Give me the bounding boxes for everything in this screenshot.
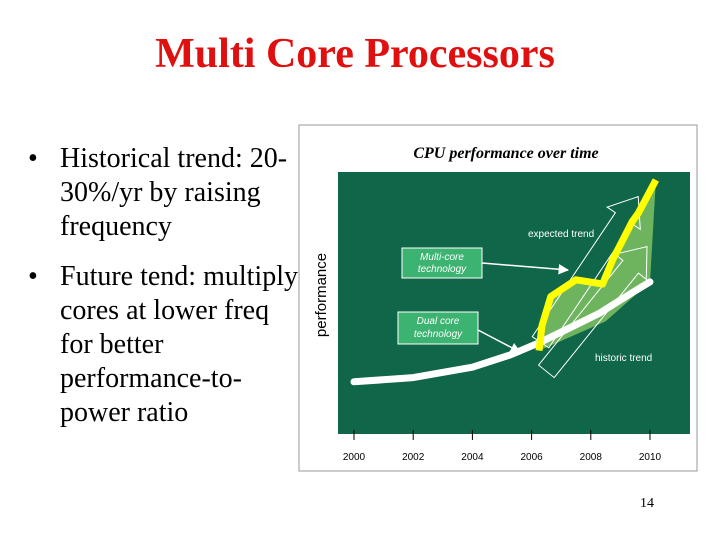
x-tick-label: 2006 (520, 452, 543, 463)
bullet-text: Historical trend: 20-30%/yr by raising f… (60, 143, 288, 242)
bullet-item: • Future tend: multiply cores at lower f… (28, 260, 298, 430)
multi-core-label-1: Multi-core (420, 252, 464, 263)
bullet-list: • Historical trend: 20-30%/yr by raising… (28, 142, 298, 446)
x-tick-label: 2002 (402, 452, 425, 463)
expected-trend-label: expected trend (528, 229, 594, 240)
x-tick-label: 2004 (461, 452, 484, 463)
x-tick-label: 2000 (343, 452, 366, 463)
x-tick-label: 2008 (580, 452, 603, 463)
cpu-performance-chart: CPU performance over time performance Mu… (298, 124, 698, 472)
multi-core-label-2: technology (418, 264, 467, 275)
bullet-item: • Historical trend: 20-30%/yr by raising… (28, 142, 298, 244)
historic-trend-label: historic trend (595, 353, 652, 364)
dual-core-pointer (477, 329, 521, 353)
slide-title: Multi Core Processors (155, 31, 555, 77)
y-axis-label: performance (313, 253, 330, 337)
dual-core-label-2: technology (414, 329, 463, 340)
historic-trend-arrow (537, 245, 648, 379)
slide-number: 14 (640, 496, 654, 511)
x-tick-label: 2010 (639, 452, 662, 463)
multi-core-callout: Multi-core technology (401, 247, 483, 279)
dual-core-callout: Dual core technology (397, 311, 479, 345)
dual-core-label-1: Dual core (417, 316, 460, 327)
plot-area (338, 172, 690, 434)
chart-title: CPU performance over time (413, 145, 598, 162)
multi-core-highlight (539, 180, 656, 351)
expected-trend-line (535, 178, 659, 352)
multi-core-pointer (481, 262, 570, 275)
bullet-dot-icon: • (28, 261, 38, 292)
bullet-text: Future tend: multiply cores at lower fre… (60, 261, 298, 428)
bullet-dot-icon: • (28, 143, 38, 174)
